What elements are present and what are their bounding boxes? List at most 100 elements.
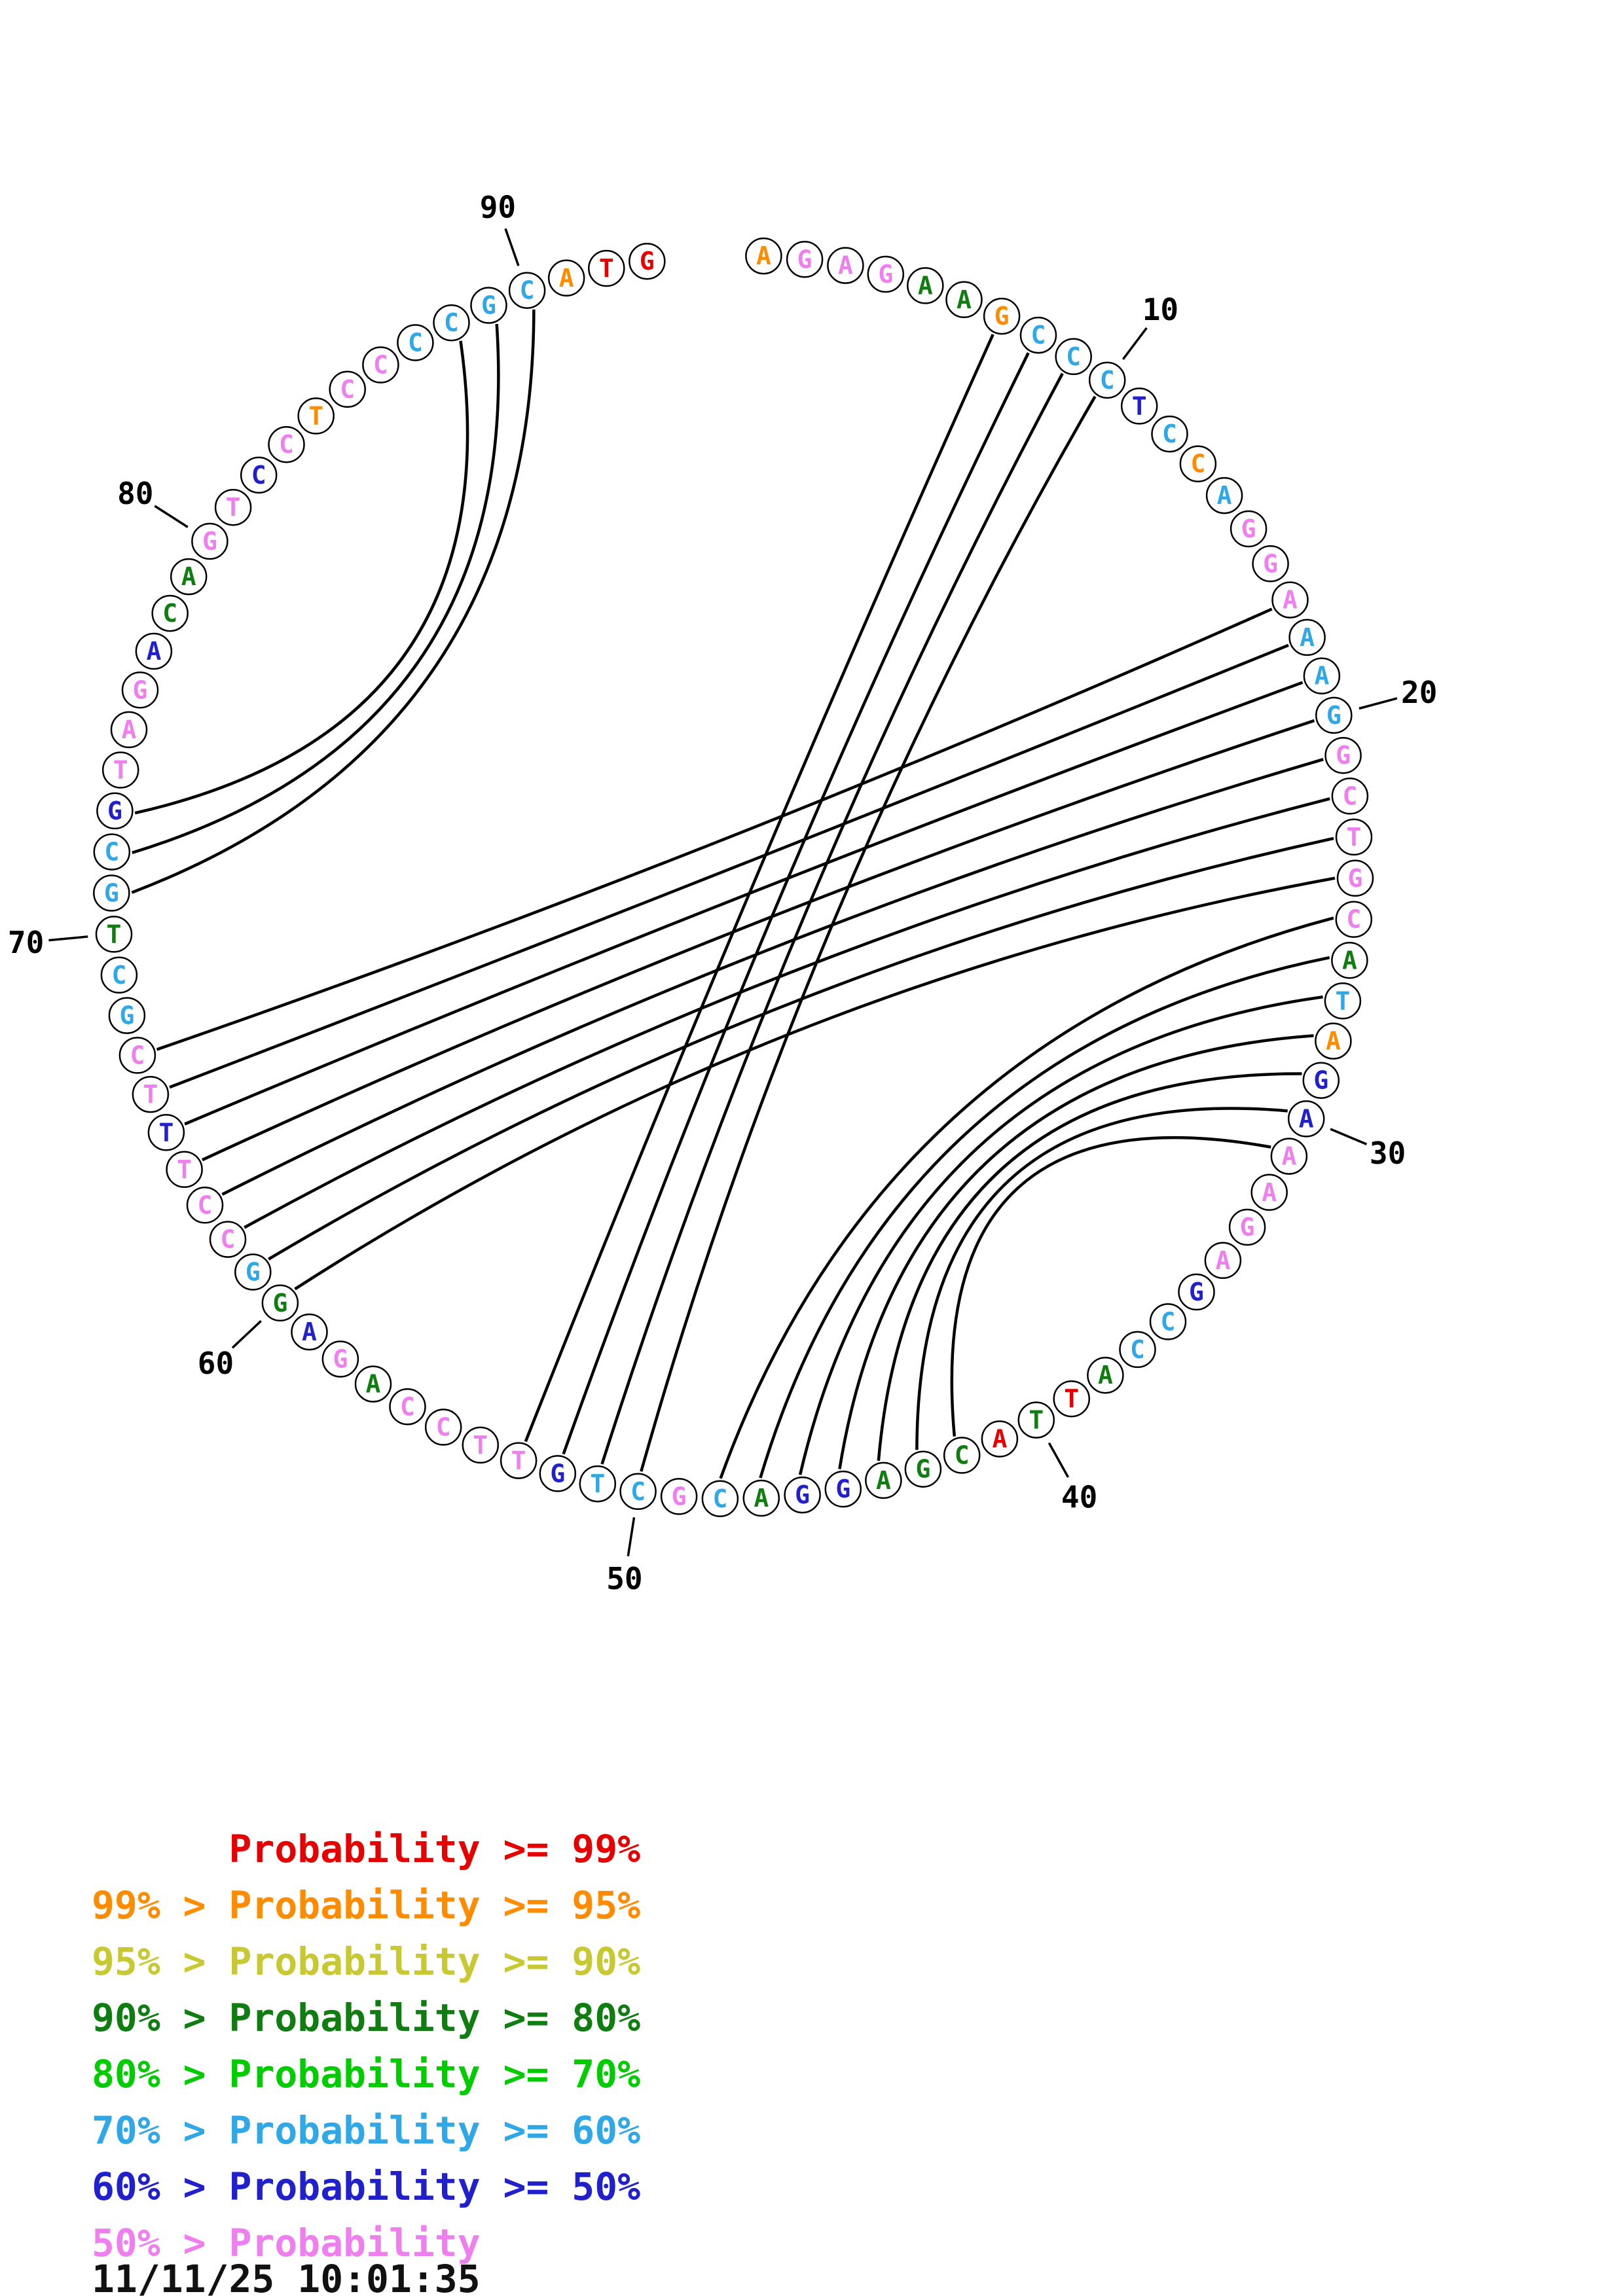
nucleotide-letter: G (1189, 1278, 1204, 1306)
nucleotide-circle (209, 1221, 247, 1258)
nucleotide-letter: T (158, 1118, 173, 1147)
nucleotide-letter: T (511, 1446, 526, 1475)
tick-label: 30 (1370, 1136, 1406, 1171)
tick-line (154, 505, 189, 528)
nucleotide-circle (166, 1151, 203, 1189)
nucleotide-circle (619, 1473, 657, 1511)
nucleotide-circle (1250, 1174, 1288, 1211)
nucleotide-circle (1088, 361, 1126, 399)
nucleotide-letter: T (308, 402, 323, 431)
nucleotide-circle (95, 916, 133, 953)
nucleotide-circle (119, 1037, 156, 1074)
nucleotide-letter: A (1314, 662, 1329, 691)
nucleotide-letter: C (520, 276, 535, 305)
nucleotide-letter: A (1215, 1246, 1230, 1275)
nucleotide-circle (867, 255, 905, 293)
nucleotide-letter: A (1326, 1027, 1341, 1056)
nucleotide-circle (660, 1478, 698, 1515)
nucleotide-circle (1017, 1401, 1055, 1439)
nucleotide-letter: G (797, 245, 812, 274)
nucleotide-letter: C (712, 1484, 727, 1513)
base-pair-chord (221, 758, 1324, 1196)
base-pair-chord (838, 1034, 1314, 1469)
nucleotide-circle (135, 632, 173, 670)
nucleotide-circle (1151, 415, 1188, 453)
timestamp: 11/11/25 10:01:35 (92, 2257, 481, 2296)
base-pair-chord (132, 323, 500, 855)
nucleotide-circle (297, 397, 335, 435)
nucleotide-circle (1204, 1242, 1242, 1280)
tick-line (627, 1517, 636, 1556)
nucleotide-circle (539, 1455, 577, 1492)
base-pair-chord (134, 340, 469, 815)
base-pair-chord (877, 1072, 1302, 1461)
nucleotide-letter: T (1064, 1384, 1079, 1413)
nucleotide-circle (827, 247, 864, 284)
base-pair-chord (156, 607, 1273, 1051)
nucleotide-letter: A (918, 271, 933, 300)
nucleotide-circle (362, 346, 399, 384)
nucleotide-circle (321, 1340, 359, 1378)
nucleotide-circle (1335, 901, 1373, 938)
nucleotide-circle (1055, 338, 1092, 376)
tick-label: 50 (606, 1561, 642, 1596)
tick-label: 10 (1142, 292, 1178, 327)
nucleotide-circle (291, 1313, 328, 1351)
nucleotide-circle (329, 370, 366, 408)
base-pair-chord (202, 719, 1315, 1162)
nucleotide-circle (1087, 1356, 1124, 1394)
nucleotide-circle (1149, 1303, 1187, 1340)
nucleotide-circle (121, 672, 159, 709)
nucleotide-letter: G (878, 260, 893, 289)
nucleotide-letter: C (1342, 781, 1357, 810)
nucleotide-circle (1336, 859, 1374, 897)
nucleotide-letter: T (177, 1155, 192, 1184)
nucleotide-circle (191, 522, 228, 560)
legend-line-95-99: 99% > Probability >= 95% (92, 1883, 641, 1928)
nucleotide-letter: A (1342, 946, 1357, 975)
base-pair-chord (184, 681, 1304, 1126)
nucleotide-letter: A (122, 715, 137, 744)
nucleotide-circle (1019, 316, 1057, 354)
nucleotide-circle (629, 242, 666, 280)
nucleotide-circle (234, 1253, 272, 1291)
nucleotide-circle (786, 241, 824, 278)
nucleotide-circle (1252, 545, 1289, 583)
tick-line (48, 935, 88, 942)
nucleotide-circle (1178, 1273, 1215, 1311)
nucleotide-letter: T (473, 1431, 488, 1460)
tick-line (231, 1319, 262, 1349)
nucleotide-circle (1228, 1208, 1266, 1246)
nucleotide-circle (1205, 476, 1243, 514)
nucleotide-circle (470, 287, 507, 324)
nucleotide-letter: A (1299, 1104, 1314, 1133)
nucleotide-letter: A (146, 637, 161, 666)
nucleotide-letter: A (876, 1466, 891, 1495)
nucleotide-circle (93, 874, 130, 912)
legend-line-70-80: 80% > Probability >= 70% (92, 2052, 641, 2096)
nucleotide-letter: C (111, 961, 126, 990)
nucleotide-circle (983, 297, 1021, 335)
nucleotide-letter: A (838, 251, 853, 280)
nucleotide-letter: T (1347, 823, 1362, 852)
nucleotide-circle (824, 1470, 862, 1508)
nucleotide-letter: T (599, 254, 614, 283)
nucleotide-letter: T (1335, 986, 1350, 1015)
nucleotide-letter: C (104, 838, 119, 867)
nucleotide-letter: C (444, 308, 459, 337)
nucleotide-letter: C (1130, 1335, 1145, 1364)
nucleotide-letter: C (279, 430, 294, 459)
probability-legend: Probability >= 99% 99% > Probability >= … (92, 1821, 640, 2271)
nucleotide-letter: C (251, 461, 266, 490)
nucleotide-letter: C (408, 329, 423, 357)
nucleotide-letter: G (1263, 549, 1278, 578)
nucleotide-circle (865, 1462, 902, 1499)
tick-label: 20 (1401, 675, 1437, 710)
base-pair-chord (294, 876, 1336, 1291)
nucleotide-letter: G (1313, 1066, 1328, 1095)
base-pair-chord (640, 395, 1097, 1472)
nucleotide-letter: G (107, 797, 122, 825)
circle-plot: A G A G A AGCCCTCCAGGAAAGGCTGCATAGAAAGAGCCATT… (8, 189, 1437, 1596)
nucleotide-circle (1270, 1138, 1308, 1175)
